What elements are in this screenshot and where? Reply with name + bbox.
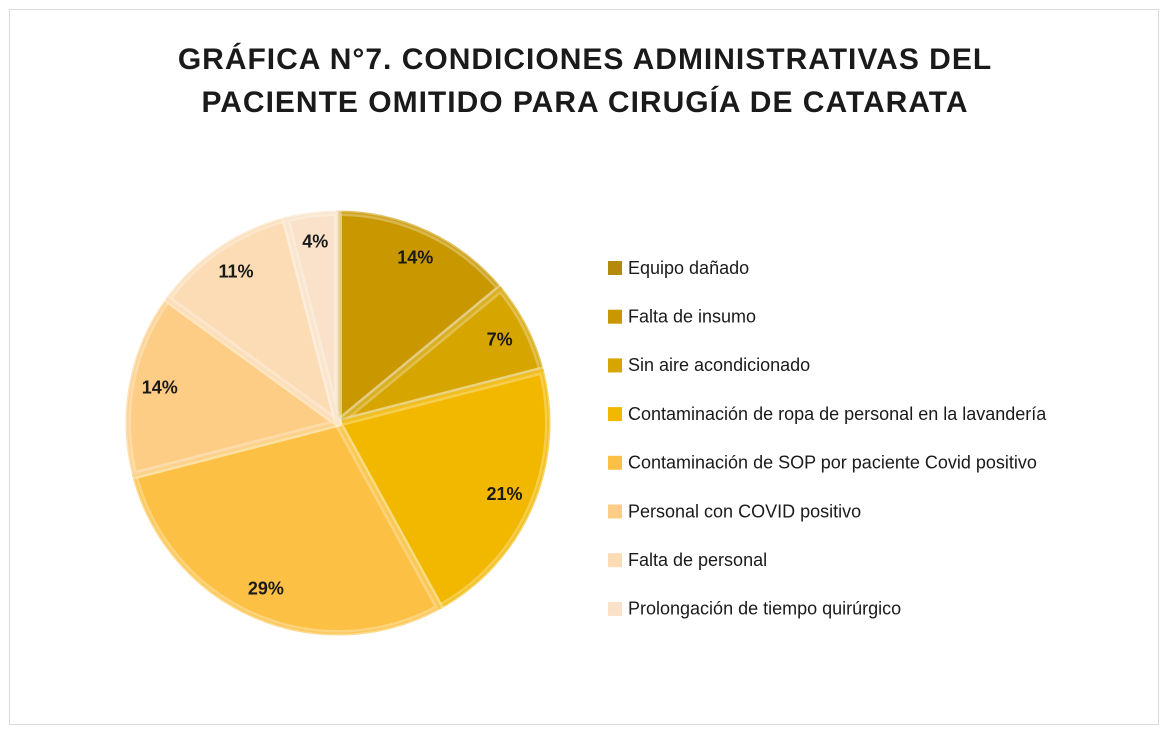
- legend-label: Contaminación de SOP por paciente Covid …: [628, 453, 1037, 473]
- chart-title: GRÁFICA N°7. CONDICIONES ADMINISTRATIVAS…: [177, 43, 993, 119]
- legend-label: Prolongación de tiempo quirúrgico: [628, 599, 901, 619]
- pie-slice-edge: [335, 368, 551, 610]
- legend-swatch: [608, 553, 622, 568]
- pie-slice-edge: [125, 296, 342, 478]
- pie-slice-edge: [165, 216, 341, 427]
- legend-swatch: [608, 504, 622, 519]
- legend-swatch: [608, 455, 622, 470]
- legend-label: Personal con COVID positivo: [628, 501, 861, 521]
- pie-slice-edge: [131, 421, 442, 636]
- legend-swatch: [608, 601, 622, 616]
- data-label: 14%: [142, 378, 178, 398]
- data-label: 29%: [248, 578, 284, 598]
- legend-swatch: [608, 358, 622, 373]
- data-label: 4%: [302, 232, 328, 252]
- legend-label: Falta de personal: [628, 550, 767, 570]
- pie-slice-edge: [283, 210, 340, 424]
- legend-label: Equipo dañado: [628, 258, 749, 278]
- legend-label: Sin aire acondicionado: [628, 355, 810, 375]
- legend-swatch: [608, 261, 622, 275]
- pie-slice-edge: [336, 210, 503, 427]
- legend-label: Contaminación de ropa de personal en la …: [628, 404, 1047, 424]
- data-label: 7%: [487, 329, 513, 349]
- legend-swatch: [608, 309, 622, 324]
- data-label: 14%: [397, 248, 433, 268]
- legend-swatch: [608, 407, 622, 422]
- legend-label: Falta de insumo: [628, 306, 756, 326]
- data-label: 11%: [218, 262, 253, 282]
- chart-frame: [9, 9, 1159, 725]
- data-label: 21%: [487, 484, 523, 504]
